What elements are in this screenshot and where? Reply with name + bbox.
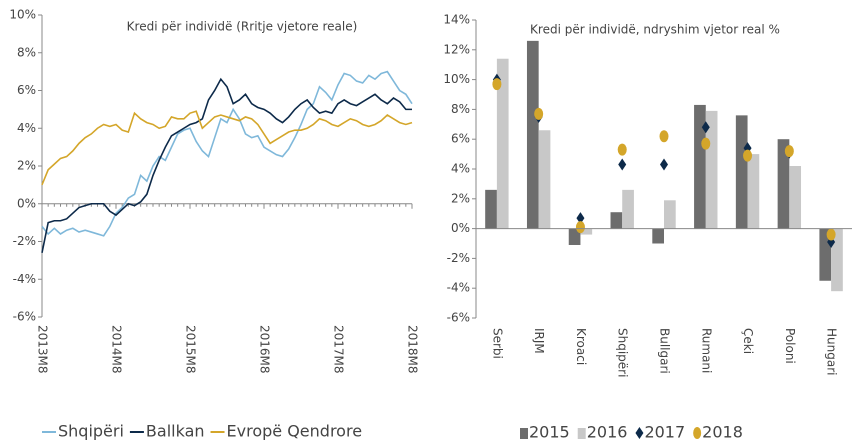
y-tick-label: 8% — [17, 45, 36, 59]
legend-label: Shqipëri — [58, 422, 124, 441]
y-tick-label: 2% — [17, 159, 36, 173]
bar — [789, 166, 802, 229]
circle-marker — [701, 137, 711, 150]
x-tick-label: Kroaci — [574, 328, 588, 365]
bar — [705, 110, 718, 229]
y-tick-label: 6% — [17, 83, 36, 97]
legend-label: 2017 — [644, 423, 685, 442]
circle-marker — [784, 145, 794, 158]
x-tick-label: 2014M8 — [110, 325, 124, 374]
y-tick-label: 4% — [451, 162, 470, 176]
legend-label: Evropë Qendrore — [227, 422, 363, 441]
y-tick-label: 10% — [9, 8, 36, 22]
chart-title: Kredi për individë, ndryshim vjetor real… — [530, 23, 780, 37]
legend-label: 2016 — [587, 423, 628, 442]
legend-swatch — [693, 427, 702, 439]
y-tick-label: 6% — [451, 132, 470, 146]
x-tick-label: Serbi — [490, 328, 504, 359]
bar — [526, 40, 539, 229]
y-tick-label: 4% — [17, 121, 36, 135]
diamond-marker — [618, 158, 627, 171]
line-series — [41, 110, 413, 186]
circle-marker — [575, 221, 585, 234]
bar — [694, 104, 706, 229]
y-tick-label: 8% — [451, 102, 470, 116]
bar — [777, 139, 790, 229]
x-tick-label: Poloni — [783, 328, 797, 364]
y-tick-label: 0% — [17, 196, 36, 210]
bar — [819, 228, 832, 281]
legend-swatch — [577, 428, 586, 439]
bar — [831, 228, 843, 292]
diamond-marker — [660, 158, 668, 171]
y-tick-label: -6% — [447, 311, 470, 325]
circle-marker — [826, 228, 836, 241]
y-tick-label: 0% — [451, 221, 470, 235]
x-tick-label: 2016M8 — [258, 325, 272, 374]
x-tick-label: 2017M8 — [332, 325, 346, 374]
bar — [610, 212, 623, 229]
line-series — [41, 77, 412, 253]
bar — [538, 130, 551, 229]
bar — [747, 154, 760, 229]
circle-marker — [492, 78, 502, 91]
bar — [622, 189, 634, 229]
x-tick-label: Hungari — [825, 328, 839, 375]
bar — [652, 228, 664, 244]
bar — [496, 58, 509, 229]
bar — [568, 228, 581, 245]
bar — [580, 228, 593, 235]
legend-swatch — [635, 427, 644, 439]
y-tick-label: -2% — [447, 251, 470, 265]
x-tick-label: Rumani — [699, 328, 713, 373]
circle-marker — [743, 149, 753, 162]
y-tick-label: 12% — [443, 42, 470, 56]
diamond-marker — [701, 121, 710, 134]
y-tick-label: 14% — [443, 13, 470, 27]
y-tick-label: -4% — [13, 272, 36, 286]
y-tick-label: -4% — [447, 281, 470, 295]
circle-marker — [659, 130, 669, 143]
bar — [485, 189, 497, 229]
x-tick-label: Çeki — [741, 328, 755, 354]
diamond-marker — [576, 212, 585, 225]
x-tick-label: IRJM — [532, 328, 546, 354]
circle-marker — [534, 107, 544, 120]
y-tick-label: 2% — [451, 191, 470, 205]
x-tick-label: 2015M8 — [184, 325, 198, 374]
bar — [735, 115, 748, 229]
legend-swatch — [520, 428, 528, 439]
x-tick-label: 2013M8 — [36, 325, 50, 374]
line-series — [41, 70, 413, 237]
legend-label: 2015 — [529, 423, 570, 442]
x-tick-label: Bullgari — [658, 328, 672, 374]
y-tick-label: 10% — [443, 72, 470, 86]
legend-label: 2018 — [702, 423, 743, 442]
x-tick-label: 2018M8 — [406, 325, 420, 374]
bar — [664, 200, 676, 229]
chart-title: Kredi për individë (Rritje vjetore reale… — [127, 20, 358, 34]
legend-label: Ballkan — [146, 422, 205, 441]
circle-marker — [617, 143, 627, 156]
y-tick-label: -2% — [13, 234, 36, 248]
x-tick-label: Shqipëri — [616, 328, 630, 377]
y-tick-label: -6% — [13, 310, 36, 324]
